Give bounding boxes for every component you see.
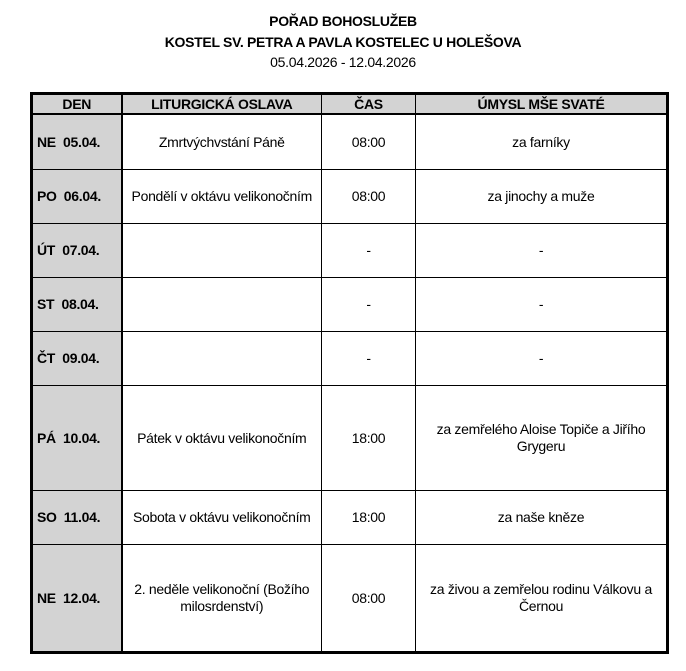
intention-cell: -: [415, 277, 668, 332]
column-header-celebration: LITURGICKÁ OSLAVA: [121, 93, 322, 115]
intention-cell: -: [415, 223, 668, 278]
column-header-intention: ÚMYSL MŠE SVATÉ: [415, 93, 668, 115]
table-row: ÚT 07.04. - -: [31, 223, 668, 278]
time-cell: 08:00: [321, 169, 416, 224]
column-header-time: ČAS: [321, 93, 416, 115]
intention-cell: za zemřelého Aloise Topiče a Jiřího Gryg…: [415, 385, 668, 491]
table-row: ST 08.04. - -: [31, 277, 668, 332]
table-row: PÁ 10.04. Pátek v oktávu velikonočním 18:0…: [31, 385, 668, 491]
celebration-cell: [121, 331, 322, 386]
celebration-cell: Zmrtvýchvstání Páně: [121, 113, 322, 170]
day-cell: SO 11.04.: [31, 490, 123, 545]
day-cell: NE 05.04.: [31, 113, 123, 170]
celebration-cell: Sobota v oktávu velikonočním: [121, 490, 322, 545]
celebration-cell: Pátek v oktávu velikonočním: [121, 385, 322, 491]
celebration-cell: 2. neděle velikonoční (Božího milosrdens…: [121, 544, 322, 653]
intention-cell: -: [415, 331, 668, 386]
header-row: DEN LITURGICKÁ OSLAVA ČAS ÚMYSL MŠE SVAT…: [31, 93, 668, 115]
intention-cell: za jinochy a muže: [415, 169, 668, 224]
day-cell: ČT 09.04.: [31, 331, 123, 386]
time-cell: 18:00: [321, 385, 416, 491]
table-row: NE 05.04. Zmrtvýchvstání Páně 08:00 za farn…: [31, 113, 668, 170]
time-cell: -: [321, 277, 416, 332]
day-cell: ÚT 07.04.: [31, 223, 123, 278]
document-title: POŘAD BOHOSLUŽEB: [269, 13, 417, 29]
intention-cell: za farníky: [415, 113, 668, 170]
church-name: KOSTEL SV. PETRA A PAVLA KOSTELEC U HOLE…: [164, 34, 522, 50]
celebration-cell: Pondělí v oktávu velikonočním: [121, 169, 322, 224]
celebration-cell: [121, 223, 322, 278]
intention-cell: za naše kněze: [415, 490, 668, 545]
table-row: NE 12.04. 2. neděle velikonoční (Božího m…: [31, 544, 668, 653]
celebration-cell: [121, 277, 322, 332]
table-row: SO 11.04. Sobota v oktávu velikonočním 18:…: [31, 490, 668, 545]
day-cell: NE 12.04.: [31, 544, 123, 653]
intention-cell: za živou a zemřelou rodinu Válkovu a Čer…: [415, 544, 668, 653]
time-cell: 08:00: [321, 113, 416, 170]
time-cell: -: [321, 223, 416, 278]
table-row: ČT 09.04. - -: [31, 331, 668, 386]
time-cell: 18:00: [321, 490, 416, 545]
day-cell: PÁ 10.04.: [31, 385, 123, 491]
time-cell: 08:00: [321, 544, 416, 653]
day-cell: ST 08.04.: [31, 277, 123, 332]
time-cell: -: [321, 331, 416, 386]
table-row: PO 06.04. Pondělí v oktávu velikonočním 08…: [31, 169, 668, 224]
column-header-day: DEN: [31, 93, 123, 115]
day-cell: PO 06.04.: [31, 169, 123, 224]
date-range: 05.04.2026 - 12.04.2026: [270, 54, 416, 70]
schedule-table: DEN LITURGICKÁ OSLAVA ČAS ÚMYSL MŠE SVAT…: [30, 92, 669, 654]
